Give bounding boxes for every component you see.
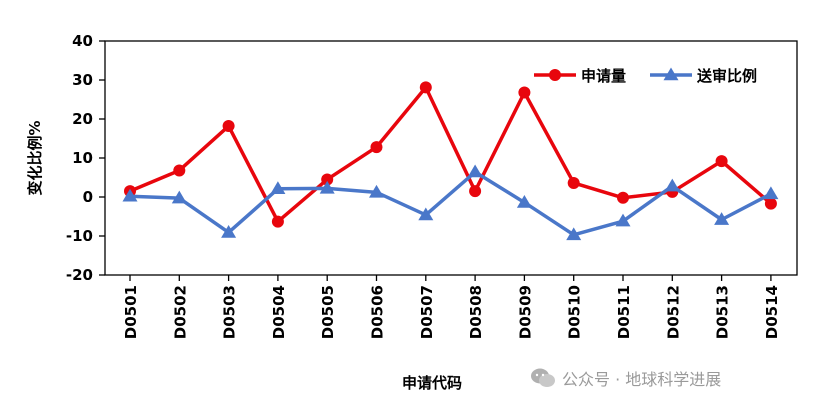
series-1-point bbox=[173, 164, 186, 177]
x-tick-label: D0504 bbox=[270, 285, 288, 339]
x-tick-label: D0502 bbox=[171, 285, 189, 339]
x-tick-label: D0501 bbox=[122, 285, 140, 339]
series-2-point bbox=[369, 184, 384, 198]
x-tick-label: D0509 bbox=[516, 285, 534, 339]
series-2-point bbox=[615, 213, 631, 227]
y-tick-label: 0 bbox=[83, 188, 93, 206]
legend-label: 申请量 bbox=[581, 67, 626, 85]
y-tick-label: 20 bbox=[72, 110, 93, 128]
series-2-point bbox=[516, 194, 532, 208]
series-1-point bbox=[617, 191, 629, 204]
series-2-point bbox=[122, 188, 138, 202]
legend-marker bbox=[663, 67, 679, 81]
y-tick-label: 10 bbox=[72, 149, 93, 167]
x-axis-title: 申请代码 bbox=[402, 374, 462, 392]
series-2-point bbox=[270, 181, 286, 195]
y-tick-label: 40 bbox=[72, 32, 93, 50]
series-1-point bbox=[715, 155, 728, 168]
x-tick-label: D0505 bbox=[319, 285, 337, 339]
series-1-point bbox=[567, 176, 580, 189]
series-2-point bbox=[467, 164, 483, 178]
series-1-point bbox=[271, 215, 284, 228]
x-tick-label: D0512 bbox=[664, 285, 682, 339]
series-1-point bbox=[222, 120, 235, 133]
x-tick-label: D0503 bbox=[221, 285, 239, 339]
series-2-point bbox=[221, 224, 237, 238]
series-2-line bbox=[129, 170, 772, 237]
wechat-icon bbox=[531, 368, 555, 387]
legend-marker bbox=[549, 69, 561, 81]
x-tick-label: D0507 bbox=[418, 285, 436, 339]
series-2-point bbox=[566, 227, 582, 241]
series-2-point bbox=[418, 207, 434, 221]
series-1-point bbox=[469, 185, 482, 198]
x-tick-label: D0508 bbox=[467, 285, 485, 339]
x-tick-label: D0513 bbox=[714, 285, 732, 339]
x-tick-label: D0511 bbox=[615, 285, 633, 339]
series-1-point bbox=[370, 141, 383, 154]
x-tick-label: D0510 bbox=[566, 285, 584, 339]
series-1-point bbox=[419, 81, 432, 94]
legend-item-1: 申请量 bbox=[534, 67, 626, 85]
y-axis-title: 变化比例% bbox=[26, 120, 44, 195]
x-tick-label: D0514 bbox=[763, 285, 781, 339]
series-1-point bbox=[764, 197, 777, 210]
y-tick-label: -20 bbox=[66, 266, 93, 284]
x-tick-label: D0506 bbox=[369, 285, 387, 339]
legend-item-2: 送审比例 bbox=[650, 67, 757, 85]
series-2-point bbox=[664, 178, 680, 192]
watermark: 公众号 · 地球科学进展 bbox=[530, 366, 721, 390]
series-2-point bbox=[171, 190, 187, 204]
series-1 bbox=[124, 81, 777, 228]
series-2-point bbox=[763, 186, 779, 200]
watermark-text: 公众号 · 地球科学进展 bbox=[562, 370, 722, 389]
series-1-point bbox=[518, 86, 531, 99]
series-2 bbox=[122, 164, 779, 241]
plot-area bbox=[104, 40, 798, 276]
y-tick-label: -10 bbox=[66, 227, 93, 245]
legend-label: 送审比例 bbox=[696, 67, 757, 85]
series-2-point bbox=[714, 212, 730, 225]
series-1-line bbox=[129, 85, 773, 224]
series-2-point bbox=[319, 180, 335, 194]
y-tick-label: 30 bbox=[72, 71, 93, 89]
series-1-point bbox=[321, 173, 334, 186]
